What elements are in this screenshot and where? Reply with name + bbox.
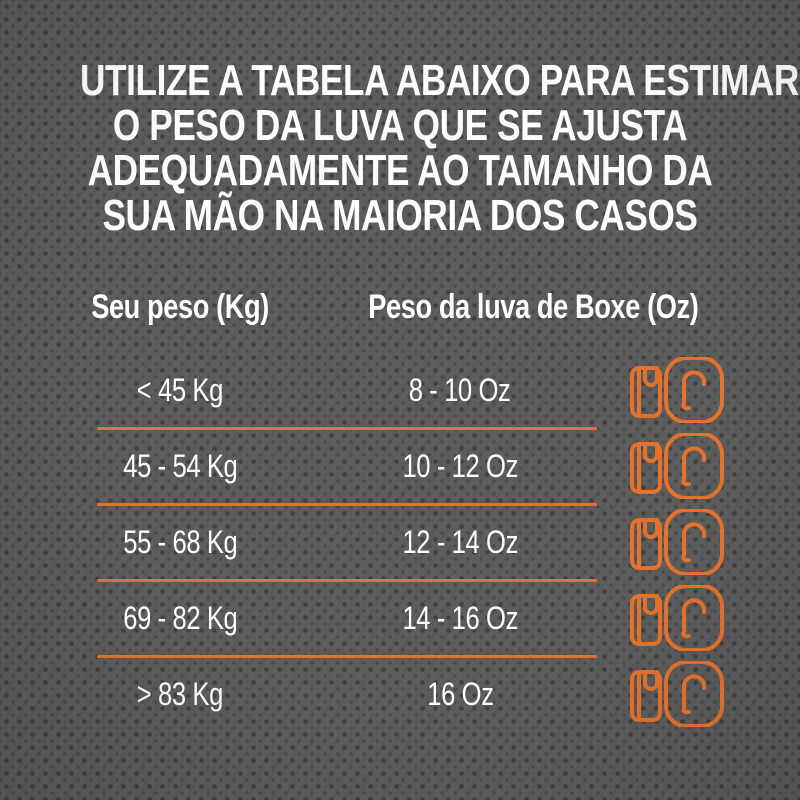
- column-header-weight-label: Seu peso (Kg): [91, 287, 269, 326]
- weight-value: 55 - 68 Kg: [60, 524, 300, 561]
- weight-value-text: 45 - 54 Kg: [122, 447, 238, 484]
- glove-oz-value-text: 10 - 12 Oz: [402, 447, 518, 484]
- weight-value: < 45 Kg: [60, 372, 300, 409]
- glove-oz-value-text: 12 - 14 Oz: [402, 523, 518, 560]
- table-row: < 45 Kg 8 - 10 Oz: [0, 352, 800, 430]
- boxing-gloves-icon: [620, 357, 732, 423]
- column-header-glove: Peso da luva de Boxe (Oz): [300, 288, 720, 327]
- glove-oz-value: 14 - 16 Oz: [300, 600, 620, 637]
- glove-oz-value-text: 14 - 16 Oz: [402, 599, 518, 636]
- table-body: < 45 Kg 8 - 10 Oz 45 - 54 Kg 10 - 12 Oz: [0, 352, 800, 732]
- table-row: 69 - 82 Kg 14 - 16 Oz: [0, 580, 800, 658]
- glove-oz-value: 12 - 14 Oz: [300, 524, 620, 561]
- title-line-3: ADEQUADAMENTE AO TAMANHO DA: [87, 146, 713, 195]
- boxing-gloves-icon: [620, 509, 732, 575]
- glove-oz-value: 8 - 10 Oz: [300, 372, 620, 409]
- boxing-gloves-icon: [620, 661, 732, 727]
- glove-oz-value-text: 16 Oz: [426, 675, 494, 712]
- title-line-1: UTILIZE A TABELA ABAIXO PARA ESTIMAR: [80, 56, 799, 105]
- weight-value-text: 55 - 68 Kg: [122, 523, 238, 560]
- glove-oz-value-text: 8 - 10 Oz: [409, 371, 511, 408]
- table-row: > 83 Kg 16 Oz: [0, 656, 800, 732]
- boxing-gloves-icon: [620, 433, 732, 499]
- weight-value-text: > 83 Kg: [136, 675, 224, 712]
- weight-value-text: 69 - 82 Kg: [122, 599, 238, 636]
- table-header-row: Seu peso (Kg) Peso da luva de Boxe (Oz): [0, 283, 800, 331]
- weight-value: 69 - 82 Kg: [60, 600, 300, 637]
- boxing-gloves-icon: [620, 585, 732, 651]
- weight-value: > 83 Kg: [60, 676, 300, 713]
- weight-value-text: < 45 Kg: [136, 371, 224, 408]
- glove-oz-value: 10 - 12 Oz: [300, 448, 620, 485]
- title-line-2: O PESO DA LUVA QUE SE AJUSTA: [112, 101, 688, 150]
- glove-oz-value: 16 Oz: [300, 676, 620, 713]
- column-header-weight: Seu peso (Kg): [60, 288, 300, 327]
- table-row: 45 - 54 Kg 10 - 12 Oz: [0, 428, 800, 506]
- glove-size-table: Seu peso (Kg) Peso da luva de Boxe (Oz) …: [0, 283, 800, 732]
- table-row: 55 - 68 Kg 12 - 14 Oz: [0, 504, 800, 582]
- weight-value: 45 - 54 Kg: [60, 448, 300, 485]
- column-header-glove-label: Peso da luva de Boxe (Oz): [367, 287, 699, 326]
- title-line-4: SUA MÃO NA MAIORIA DOS CASOS: [102, 191, 698, 240]
- page-title: UTILIZE A TABELA ABAIXO PARA ESTIMAR O P…: [80, 56, 799, 240]
